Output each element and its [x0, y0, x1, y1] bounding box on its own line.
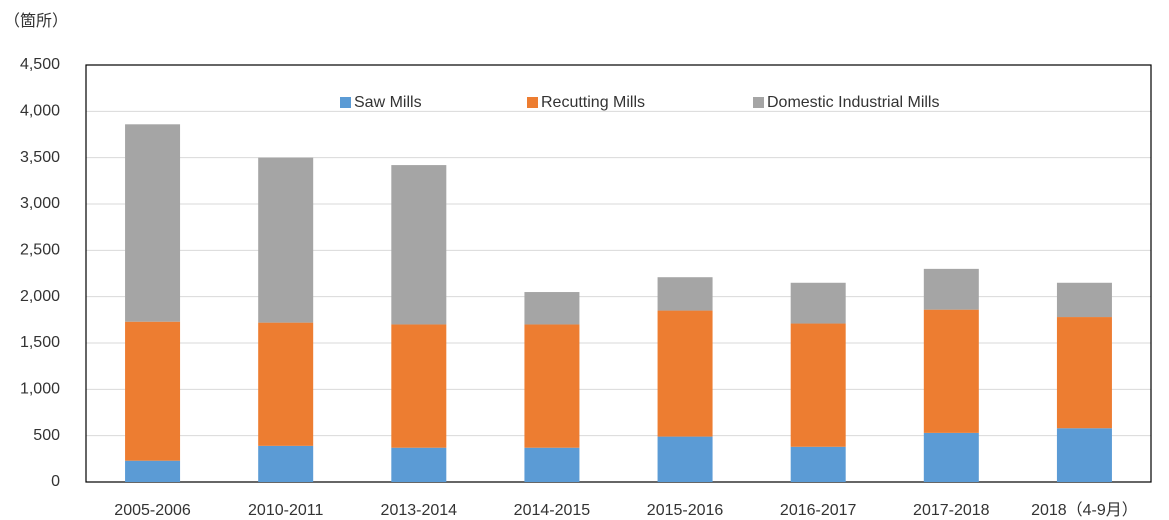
x-tick-label: 2010-2011 — [248, 502, 323, 519]
y-axis-label: （箇所） — [4, 12, 68, 30]
x-tick-label: 2016-2017 — [780, 502, 857, 519]
x-tick-label: 2013-2014 — [381, 502, 458, 519]
bar-segment — [125, 321, 181, 461]
y-tick-label: 1,000 — [20, 381, 60, 398]
bar-segment — [923, 432, 979, 482]
bar-segment — [391, 324, 447, 448]
plot-border — [85, 64, 1152, 483]
y-tick-label: 2,500 — [20, 242, 60, 259]
y-tick-label: 0 — [51, 473, 60, 490]
x-tick-label: 2014-2015 — [514, 502, 591, 519]
y-tick-label: 1,500 — [20, 334, 60, 351]
legend-swatch — [753, 97, 764, 108]
y-tick-label: 500 — [33, 427, 60, 444]
bar-segment — [790, 323, 846, 447]
y-tick-label: 3,500 — [20, 149, 60, 166]
bar-segment — [524, 447, 580, 482]
bar-segment — [258, 157, 314, 323]
bar-segment — [125, 460, 181, 482]
bar-segment — [391, 165, 447, 325]
bar-segment — [258, 445, 314, 482]
y-tick-label: 2,000 — [20, 288, 60, 305]
bar-segment — [657, 277, 713, 311]
legend-label: Saw Mills — [354, 94, 422, 111]
bar-segment — [1056, 282, 1112, 318]
x-tick-label: 2017-2018 — [913, 502, 990, 519]
bar-segment — [125, 124, 181, 322]
y-tick-label: 3,000 — [20, 195, 60, 212]
x-tick-label: 2018（4-9月） — [1031, 501, 1138, 519]
y-tick-label: 4,500 — [20, 56, 60, 73]
legend-label: Recutting Mills — [541, 94, 645, 111]
x-tick-label: 2005-2006 — [114, 502, 191, 519]
legend-label: Domestic Industrial Mills — [767, 94, 939, 111]
bar-segment — [1056, 428, 1112, 482]
bar-segment — [790, 282, 846, 324]
bar-segment — [923, 268, 979, 310]
bar-segment — [524, 324, 580, 448]
bar-segment — [258, 322, 314, 446]
bar-segment — [391, 447, 447, 482]
y-tick-label: 4,000 — [20, 103, 60, 120]
bar-segment — [657, 310, 713, 437]
x-tick-label: 2015-2016 — [647, 502, 724, 519]
bar-segment — [923, 309, 979, 433]
bar-segment — [1056, 317, 1112, 429]
legend-swatch — [340, 97, 351, 108]
bar-segment — [657, 436, 713, 482]
bar-segment — [790, 446, 846, 482]
legend-swatch — [527, 97, 538, 108]
bar-segment — [524, 292, 580, 325]
